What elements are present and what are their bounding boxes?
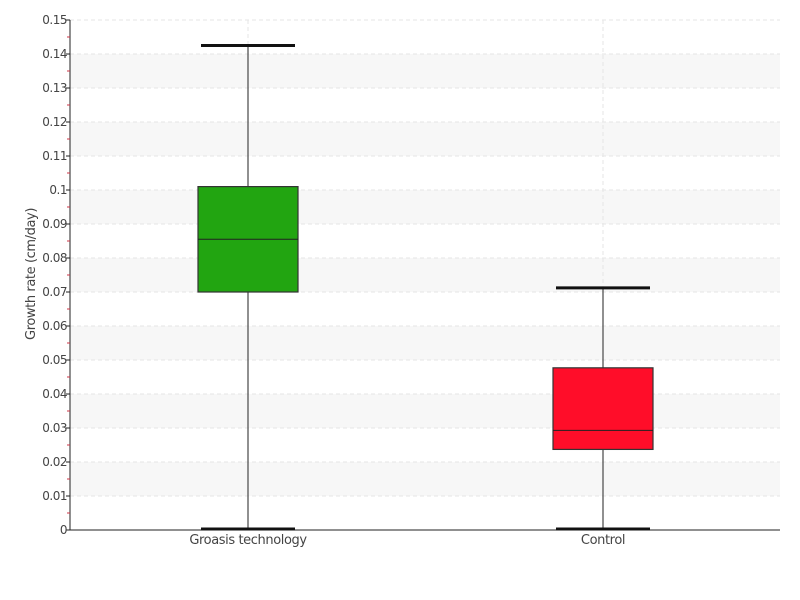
y-tick-label: 0 bbox=[60, 523, 67, 537]
y-tick-label: 0.04 bbox=[42, 387, 67, 401]
y-tick-label: 0.11 bbox=[42, 149, 67, 163]
background-band bbox=[70, 326, 780, 360]
background-band bbox=[70, 258, 780, 292]
y-tick-label: 0.15 bbox=[42, 13, 67, 27]
y-tick-label: 0.06 bbox=[42, 319, 67, 333]
y-tick-label: 0.08 bbox=[42, 251, 67, 265]
background-bands bbox=[70, 54, 780, 496]
background-band bbox=[70, 122, 780, 156]
x-category-label: Groasis technology bbox=[189, 533, 307, 548]
y-tick-label: 0.1 bbox=[49, 183, 67, 197]
background-band bbox=[70, 462, 780, 496]
box-iqr bbox=[552, 367, 654, 451]
y-tick-label: 0.09 bbox=[42, 217, 67, 231]
x-category-label: Control bbox=[581, 533, 625, 548]
boxes bbox=[197, 44, 654, 531]
box-control bbox=[552, 286, 654, 531]
axes bbox=[66, 19, 780, 531]
y-tick-label: 0.05 bbox=[42, 353, 67, 367]
y-axis-title: Growth rate (cm/day) bbox=[24, 208, 39, 340]
y-tick-label: 0.03 bbox=[42, 421, 67, 435]
y-tick-label: 0.14 bbox=[42, 47, 67, 61]
background-band bbox=[70, 190, 780, 224]
y-tick-label: 0.13 bbox=[42, 81, 67, 95]
tick-labels: 0 0.01 0.02 0.03 0.04 0.05 0.06 0.07 0.08 0.09 0.1… bbox=[42, 13, 625, 548]
background-band bbox=[70, 54, 780, 88]
background-band bbox=[70, 394, 780, 428]
y-tick-label: 0.12 bbox=[42, 115, 67, 129]
y-tick-label: 0.01 bbox=[42, 489, 67, 503]
y-tick-label: 0.07 bbox=[42, 285, 67, 299]
box-groasis-technology bbox=[197, 44, 299, 531]
y-tick-label: 0.02 bbox=[42, 455, 67, 469]
